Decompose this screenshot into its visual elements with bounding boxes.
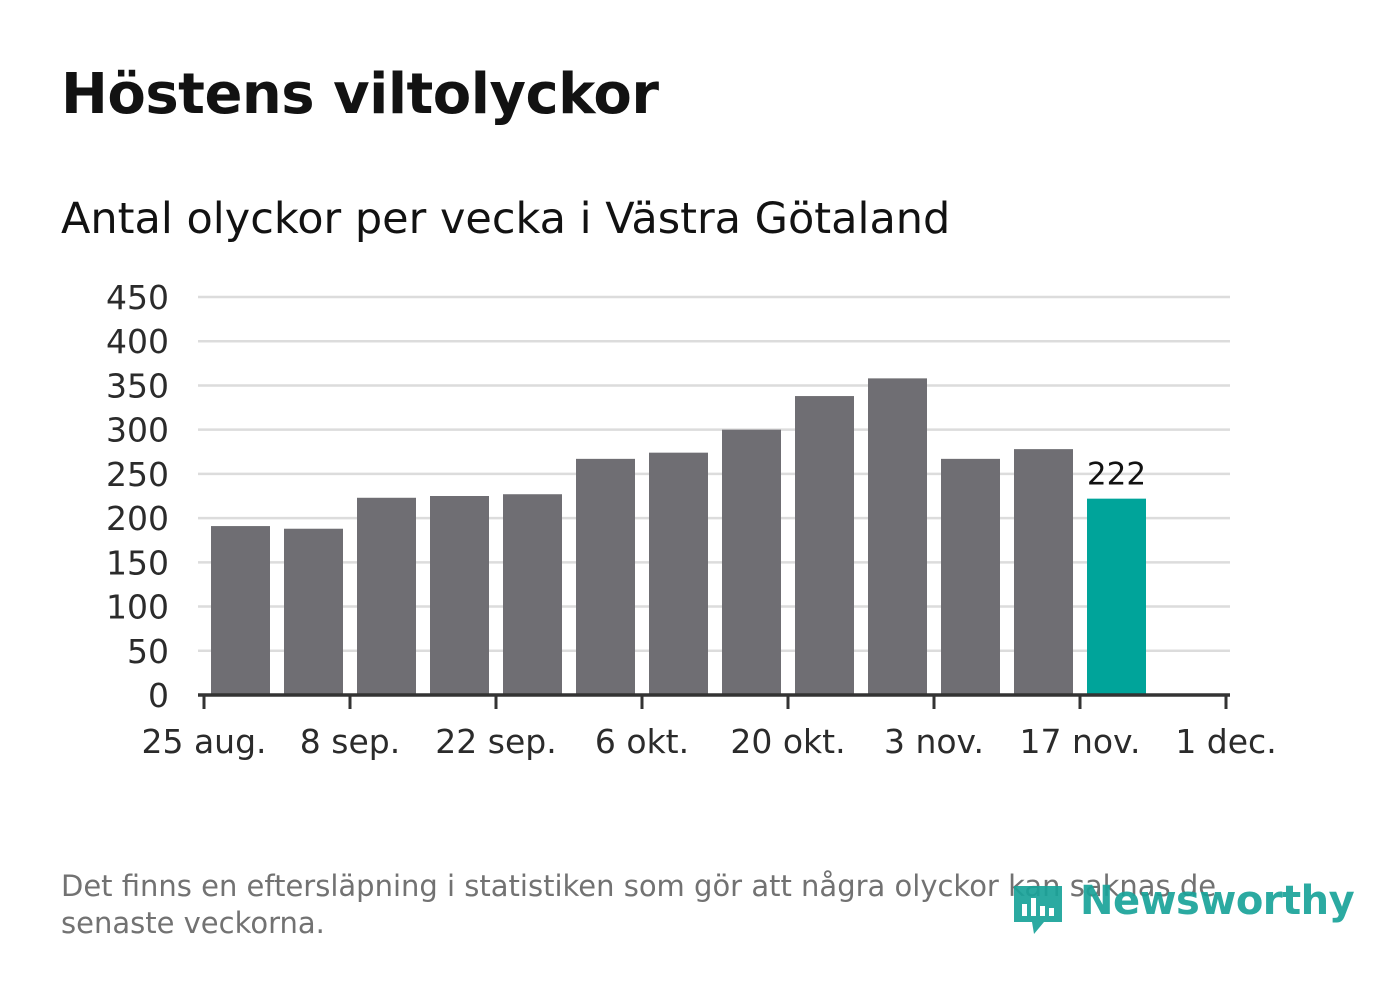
bar	[503, 494, 562, 695]
x-tick-label: 8 sep.	[300, 722, 400, 761]
bar-chart: 0 50 100 150 200 250 300 350 400 450 222 25 aug. 8…	[106, 278, 1277, 761]
y-tick-label: 200	[106, 499, 169, 538]
data-labels: 222	[1087, 457, 1146, 493]
y-tick-label: 400	[106, 322, 169, 361]
x-tick-label: 3 nov.	[884, 722, 984, 761]
bar	[868, 378, 927, 695]
bar	[1014, 449, 1073, 695]
chart-title: Höstens viltolyckor	[61, 62, 659, 127]
y-tick-label: 50	[127, 632, 169, 671]
x-tick-label: 20 okt.	[730, 722, 845, 761]
chart-subtitle: Antal olyckor per vecka i Västra Götalan…	[61, 194, 951, 244]
bar	[211, 526, 270, 695]
bar	[430, 496, 489, 695]
bar	[649, 452, 708, 695]
bars	[211, 378, 1146, 695]
newsworthy-logo: Newsworthy	[1010, 878, 1355, 942]
x-tick-label: 17 nov.	[1019, 722, 1140, 761]
x-tick-label: 22 sep.	[435, 722, 556, 761]
y-tick-label: 100	[106, 588, 169, 627]
x-axis: 25 aug. 8 sep. 22 sep. 6 okt. 20 okt. 3 nov. 1…	[141, 693, 1277, 761]
y-axis-ticks: 0 50 100 150 200 250 300 350 400 450	[106, 278, 169, 715]
newsworthy-logo-text: Newsworthy	[1080, 878, 1355, 924]
x-tick-label: 6 okt.	[595, 722, 689, 761]
bar	[722, 429, 781, 695]
gridlines	[198, 295, 1230, 653]
y-tick-label: 450	[106, 278, 169, 317]
y-tick-label: 250	[106, 455, 169, 494]
x-tick-label: 25 aug.	[141, 722, 266, 761]
y-tick-label: 0	[148, 676, 169, 715]
y-tick-label: 300	[106, 411, 169, 450]
y-tick-label: 350	[106, 366, 169, 405]
x-tick-label: 1 dec.	[1175, 722, 1276, 761]
bar	[357, 497, 416, 695]
bar	[284, 528, 343, 695]
bar-highlighted	[1087, 498, 1146, 695]
bar	[795, 396, 854, 695]
bar	[576, 458, 635, 695]
newsworthy-logo-icon	[1014, 886, 1062, 934]
data-label: 222	[1087, 457, 1146, 493]
bar	[941, 458, 1000, 695]
y-tick-label: 150	[106, 543, 169, 582]
